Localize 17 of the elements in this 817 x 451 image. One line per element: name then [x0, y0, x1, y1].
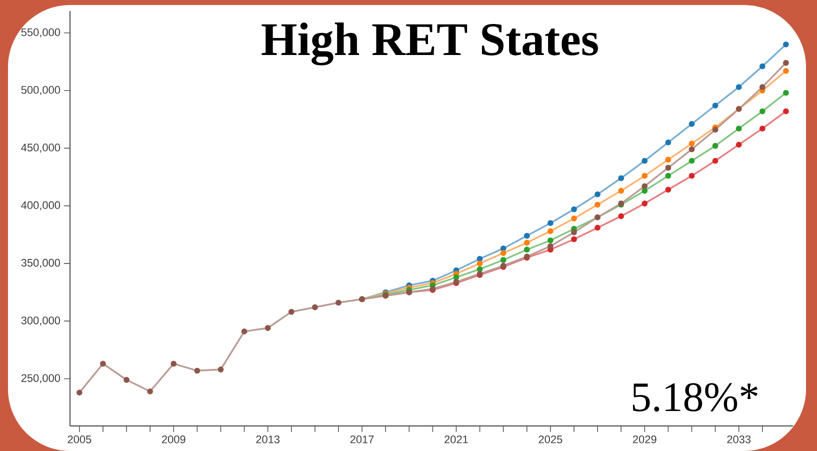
x-tick-label: 2029: [633, 436, 656, 444]
y-tick-label: 400,000: [21, 201, 60, 210]
x-tick-label: 2025: [538, 436, 562, 444]
y-tick-label: 250,000: [21, 374, 60, 384]
y-tick-label: 350,000: [21, 258, 60, 268]
x-tick-label: 2005: [68, 436, 92, 444]
x-tick-label: 2033: [727, 436, 751, 444]
y-tick-label: 300,000: [21, 316, 60, 326]
y-tick-label: 450,000: [21, 144, 60, 153]
x-tick-label: 2013: [256, 436, 280, 444]
x-tick-label: 2009: [162, 436, 186, 444]
x-tick-label: 2021: [444, 436, 468, 444]
x-tick-label: 2017: [350, 436, 374, 444]
y-tick-label: 550,000: [21, 28, 60, 38]
annotation: 5.18%*: [632, 383, 758, 412]
chart-title: High RET States: [262, 22, 598, 66]
y-tick-label: 500,000: [21, 86, 60, 96]
